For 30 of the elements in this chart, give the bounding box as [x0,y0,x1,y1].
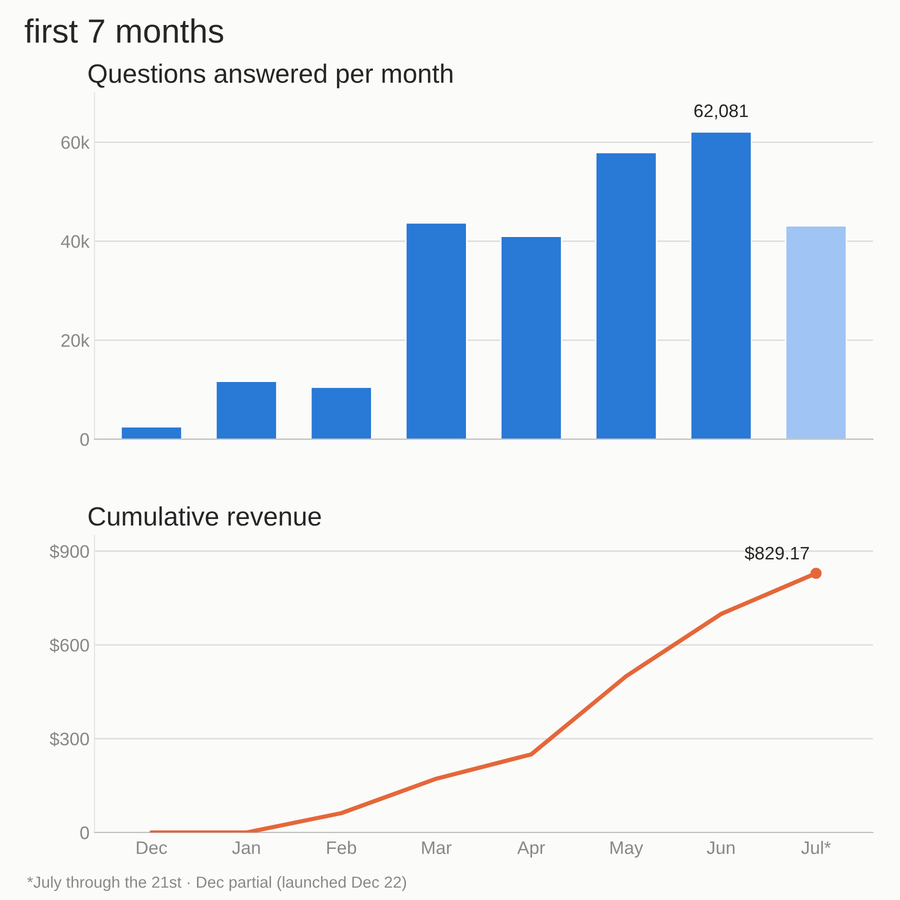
data-label: 62,081 [694,104,748,120]
chart-subtitle: Questions answered per month [88,64,452,88]
text: *July through the 21st · Dec partial (launched Dec 22) [27,876,406,891]
bar [215,380,278,440]
bar [405,222,468,440]
x-tick-label: Jul* [801,840,831,854]
y-tick-label: 60k [61,136,90,149]
bar [310,386,372,440]
x-tick-label: Feb [327,840,356,854]
x-tick-label: Jan [232,841,260,854]
y-tick-label: $900 [50,544,89,559]
chart-title: Cumulative revenue [88,506,321,526]
bar [784,225,848,440]
bar [690,131,752,440]
x-tick-label: Mar [422,841,452,854]
x-tick-label: Jun [706,841,734,854]
data-label: $829.17 [744,546,809,561]
x-tick-label: Dec [136,841,168,854]
y-tick-label: 0 [80,433,89,446]
y-tick-label: $600 [50,638,89,653]
x-tick-label: Apr [517,841,545,858]
y-tick-label: $300 [50,732,89,747]
y-tick-label: 0 [80,826,89,840]
bar [595,152,658,440]
bar [500,236,562,440]
y-tick-label: 20k [61,334,90,347]
chart-title: first 7 months [24,18,224,43]
y-tick-label: 40k [60,234,90,248]
bar [120,426,183,440]
x-tick-label: May [610,841,644,858]
